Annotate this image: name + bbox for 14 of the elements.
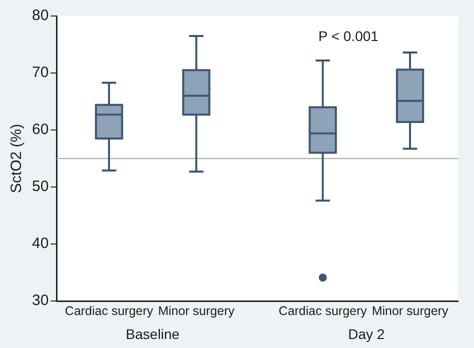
y-axis-title: SctO2 (%) xyxy=(8,124,26,194)
y-tick-label: 60 xyxy=(32,121,49,138)
y-tick-label: 50 xyxy=(32,178,49,196)
x-tick-label: Minor surgery xyxy=(158,304,236,318)
y-tick-label: 70 xyxy=(32,64,49,82)
text: Day 2 xyxy=(348,326,385,342)
x-tick-label: Cardiac surgery xyxy=(64,304,154,318)
y-tick-label: 80 xyxy=(32,7,49,24)
annotation: P < 0.001 xyxy=(318,28,379,44)
text: Baseline xyxy=(126,326,180,342)
x-tick-label: Cardiac surgery xyxy=(278,304,368,318)
y-tick-label: 40 xyxy=(32,235,49,252)
x-tick-label: Minor surgery xyxy=(372,304,449,318)
y-tick-label: 30 xyxy=(32,292,49,310)
